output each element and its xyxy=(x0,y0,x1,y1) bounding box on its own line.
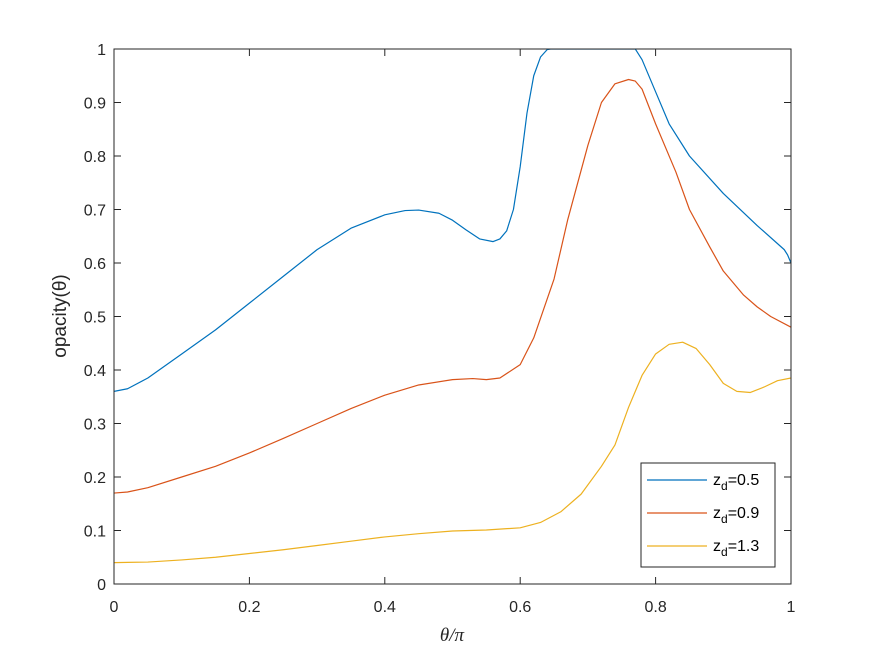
y-tick-label: 0.6 xyxy=(84,256,106,273)
series-line-3 xyxy=(114,341,791,564)
x-tick-label: 0.4 xyxy=(374,599,396,616)
y-tick-label: 1 xyxy=(97,42,106,59)
x-tick-label: 0.6 xyxy=(509,599,531,616)
x-tick-label: 0.2 xyxy=(238,599,260,616)
y-tick-label: 0.7 xyxy=(84,203,106,220)
y-axis-label: opacity(θ) xyxy=(50,274,71,357)
y-tick-label: 0.8 xyxy=(84,149,106,166)
y-tick-label: 0.2 xyxy=(84,470,106,487)
y-tick-label: 0.4 xyxy=(84,363,106,380)
legend-box xyxy=(640,462,776,568)
y-tick-label: 0.1 xyxy=(84,524,106,541)
x-axis-label: θ/π xyxy=(440,625,465,646)
x-tick-label: 0 xyxy=(110,599,119,616)
x-tick-label: 1 xyxy=(787,599,796,616)
y-tick-label: 0.3 xyxy=(84,417,106,434)
series-line-1 xyxy=(114,49,791,392)
x-axis-ticks: 0 0.2 0.4 0.6 0.8 1 xyxy=(110,49,796,616)
y-axis-ticks: 0 0.1 0.2 0.3 0.4 0.5 0.6 0.7 0.8 0.9 1 xyxy=(84,42,791,594)
y-tick-label: 0.9 xyxy=(84,96,106,113)
legend-items: zd=0.5 zd=0.9 zd=1.3 xyxy=(647,472,759,559)
series-lines xyxy=(114,49,791,564)
legend-label-3: zd=1.3 xyxy=(713,538,759,559)
legend-label-1: zd=0.5 xyxy=(713,472,759,493)
y-tick-label: 0.5 xyxy=(84,310,106,327)
legend-label-2: zd=0.9 xyxy=(713,505,759,526)
x-tick-label: 0.8 xyxy=(644,599,666,616)
y-tick-label: 0 xyxy=(97,577,106,594)
series-line-2 xyxy=(114,78,791,494)
legend: zd=0.5 zd=0.9 zd=1.3 xyxy=(640,462,776,568)
